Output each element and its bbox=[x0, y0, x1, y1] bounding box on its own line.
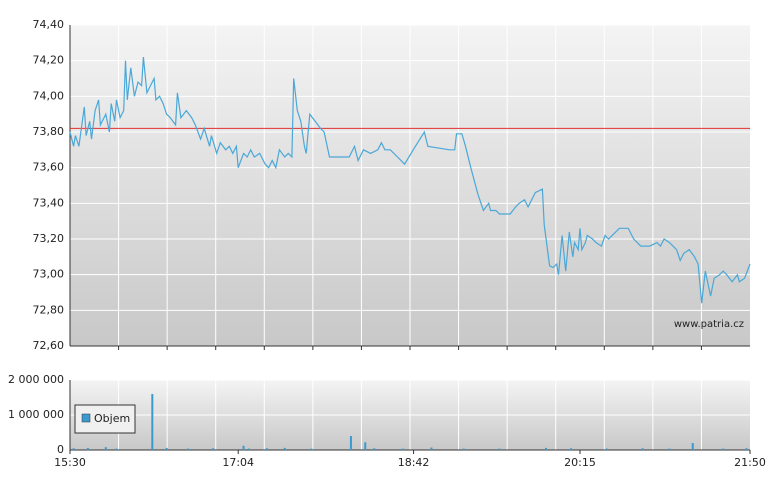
volume-bar bbox=[364, 442, 367, 450]
legend-label: Objem bbox=[94, 412, 130, 425]
volume-bar bbox=[722, 448, 725, 450]
volume-bar bbox=[401, 448, 404, 450]
y-tick-label: 72,80 bbox=[33, 303, 65, 316]
watermark: www.patria.cz bbox=[674, 319, 744, 330]
volume-bar bbox=[668, 448, 671, 450]
volume-bar bbox=[115, 448, 118, 450]
volume-bar bbox=[691, 443, 694, 450]
x-tick-label: 15:30 bbox=[54, 456, 86, 469]
volume-bar bbox=[498, 448, 501, 450]
x-tick-label: 18:42 bbox=[398, 456, 430, 469]
y-tick-label: 2 000 000 bbox=[8, 373, 64, 386]
y-tick-label: 74,20 bbox=[33, 54, 65, 67]
y-tick-label: 72,60 bbox=[33, 339, 65, 352]
volume-bar bbox=[430, 447, 433, 450]
volume-bar bbox=[310, 448, 313, 450]
x-tick-label: 20:15 bbox=[564, 456, 596, 469]
y-tick-label: 74,40 bbox=[33, 18, 65, 31]
volume-bar bbox=[242, 445, 245, 450]
y-tick-label: 0 bbox=[57, 443, 64, 456]
volume-bar bbox=[545, 447, 547, 450]
volume-bar bbox=[151, 394, 154, 450]
volume-bar bbox=[104, 447, 107, 450]
volume-bar bbox=[265, 448, 268, 450]
volume-bar bbox=[462, 448, 465, 450]
volume-bar bbox=[86, 447, 89, 450]
volume-bar bbox=[349, 436, 352, 450]
volume-bar bbox=[212, 448, 215, 450]
y-tick-label: 73,20 bbox=[33, 232, 65, 245]
volume-bar bbox=[570, 448, 573, 450]
x-tick-label: 21:50 bbox=[734, 456, 766, 469]
legend-swatch bbox=[81, 413, 91, 423]
volume-bar bbox=[187, 448, 190, 450]
y-tick-label: 73,60 bbox=[33, 161, 65, 174]
volume-bar bbox=[247, 448, 250, 450]
volume-bar bbox=[605, 448, 608, 450]
volume-bar bbox=[165, 447, 168, 450]
volume-bar bbox=[641, 448, 644, 450]
y-tick-label: 1 000 000 bbox=[8, 408, 64, 421]
price-line bbox=[69, 57, 751, 304]
y-tick-label: 73,00 bbox=[33, 268, 65, 281]
volume-bar bbox=[745, 448, 748, 450]
x-tick-label: 17:04 bbox=[222, 456, 254, 469]
y-tick-label: 73,80 bbox=[33, 125, 65, 138]
y-tick-label: 74,00 bbox=[33, 89, 65, 102]
y-tick-label: 73,40 bbox=[33, 196, 65, 209]
volume-bar bbox=[72, 448, 75, 450]
volume-bar bbox=[373, 448, 376, 450]
volume-bar bbox=[283, 447, 286, 450]
